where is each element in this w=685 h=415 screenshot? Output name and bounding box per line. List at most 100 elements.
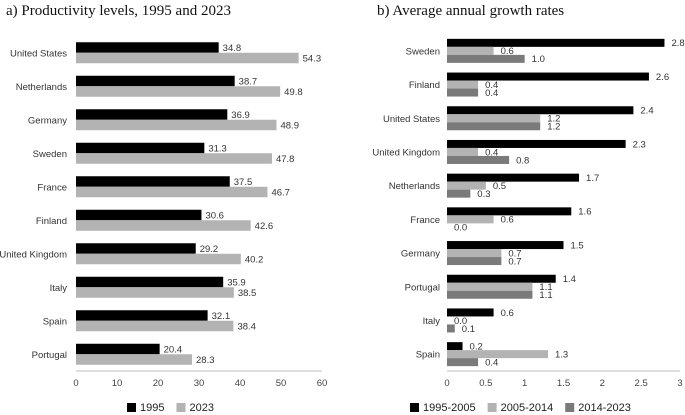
panel-b-data-label: 0.3 [477,189,490,200]
panel-a-data-label: 32.1 [212,311,231,322]
panel-b-data-label: 0.0 [454,223,467,234]
panel-a-data-label: 36.9 [231,110,250,121]
panel-a-bar [76,109,228,120]
panel-b-tick-label: 2 [600,378,605,389]
panel-a-data-label: 54.3 [303,53,322,64]
panel-b-data-label: 0.4 [485,80,498,91]
panel-a-title: a) Productivity levels, 1995 and 2023 [6,3,231,19]
panel-a-legend-label: 2023 [189,402,213,414]
panel-b-data-label: 1.1 [539,290,552,301]
panel-b-data-label: 1.2 [547,122,560,133]
panel-a-tick-label: 20 [153,378,164,389]
panel-a-bar [76,310,208,321]
panel-a-legend-label: 1995 [140,402,164,414]
panel-a-data-label: 34.8 [223,43,242,54]
panel-a-bar [76,86,281,97]
panel-b-bar [447,54,525,63]
panel-a-legend: 1995 2023 [127,402,214,414]
panel-a-productivity-levels: a) Productivity levels, 1995 and 2023 Un… [0,3,327,414]
panel-b-tick-label: 2.5 [635,378,648,389]
panel-b-legend-label: 2005-2014 [501,402,554,414]
panel-b-bar [447,290,533,299]
panel-a-data-label: 29.2 [200,244,219,255]
panel-a-data-label: 37.5 [234,177,253,188]
panel-b-data-label: 0.4 [485,147,498,158]
panel-b-bar [447,342,463,351]
panel-a-data-label: 48.9 [280,120,299,131]
panel-a-category-label: United States [10,48,67,59]
panel-b-bar [447,122,541,131]
panel-a-legend-swatch [127,403,136,412]
panel-a-category-label: Finland [36,216,67,227]
panel-b-tick-label: 1.5 [557,378,570,389]
panel-b-title: b) Average annual growth rates [377,3,564,19]
panel-a-data-label: 38.7 [239,76,257,87]
panel-b-bar [447,308,494,317]
panel-a-data-label: 40.2 [245,254,264,265]
panel-a-legend-swatch [176,403,186,412]
panel-b-bar [447,155,510,164]
panel-b-category-label: Sweden [406,46,440,57]
panel-a-bar [76,75,235,87]
panel-a-data-label: 28.3 [196,355,215,366]
panel-b-bar [447,274,556,283]
panel-b-bar [447,106,634,115]
panel-b-tick-label: 3 [677,378,682,389]
panel-b-tick-label: 0 [444,378,449,389]
panel-b-bar [447,88,479,97]
panel-b-bar [447,72,649,81]
panel-a-tick-label: 0 [73,378,78,389]
panel-b-data-label: 2.6 [656,72,669,83]
panel-b-legend-swatch [565,403,575,412]
panel-b-data-label: 1.0 [532,54,545,65]
panel-b-data-label: 1.5 [571,240,584,251]
panel-a-bar [76,119,277,131]
panel-b-bar [447,215,494,224]
panel-b-category-label: Spain [416,350,440,361]
panel-a-bar [76,52,299,64]
panel-b-category-label: Germany [401,249,440,260]
panel-b-data-label: 1.6 [578,207,591,218]
panel-b-category-label: Portugal [405,282,440,293]
panel-b-bar [447,249,502,258]
panel-b-tick-label: 0.5 [479,378,492,389]
panel-a-bar [76,176,230,187]
panel-b-data-label: 1.3 [555,349,568,360]
panel-b-data-label: 0.7 [508,256,521,267]
panel-a-category-label: Netherlands [16,82,67,93]
panel-b-bar [447,241,564,250]
panel-b-data-label: 2.8 [671,38,684,49]
panel-b-category-label: Finland [409,80,440,91]
panel-b-category-label: United Kingdom [372,147,440,158]
panel-a-category-label: Sweden [33,149,67,160]
panel-b-category-label: United States [383,114,440,125]
panel-b-bar [447,181,486,190]
panel-b-bar [447,358,479,367]
panel-b-legend-swatch [410,403,419,412]
panel-a-bar [76,186,268,198]
panel-a-tick-label: 60 [317,378,328,389]
panel-b-data-label: 1.1 [539,282,552,293]
panel-b-bar [447,139,626,148]
panel-a-category-label: United Kingdom [0,249,67,260]
panel-a-bar [76,354,193,365]
panel-b-bar [447,114,541,123]
panel-b-bar [447,350,548,359]
panel-b-bar [447,257,502,266]
panel-a-bar [76,287,234,298]
panel-a-data-label: 38.4 [237,321,256,332]
panel-b-data-label: 0.2 [470,341,483,352]
panel-b-category-label: France [410,215,440,226]
panel-a-tick-label: 50 [276,378,287,389]
panel-b-bar [447,80,479,89]
panel-a-bar [76,320,234,332]
panel-b-bar [447,189,471,198]
panel-b-data-label: 1.7 [586,173,599,184]
panel-b-data-label: 2.3 [633,139,646,150]
panel-b-bar [447,282,533,291]
panel-b-legend: 1995-2005 2005-2014 2014-2023 [410,402,631,414]
panel-b-bar [447,147,479,156]
panel-b-bar [447,38,665,47]
panel-b-data-label: 0.4 [485,88,498,99]
panel-a-data-label: 31.3 [208,143,227,154]
